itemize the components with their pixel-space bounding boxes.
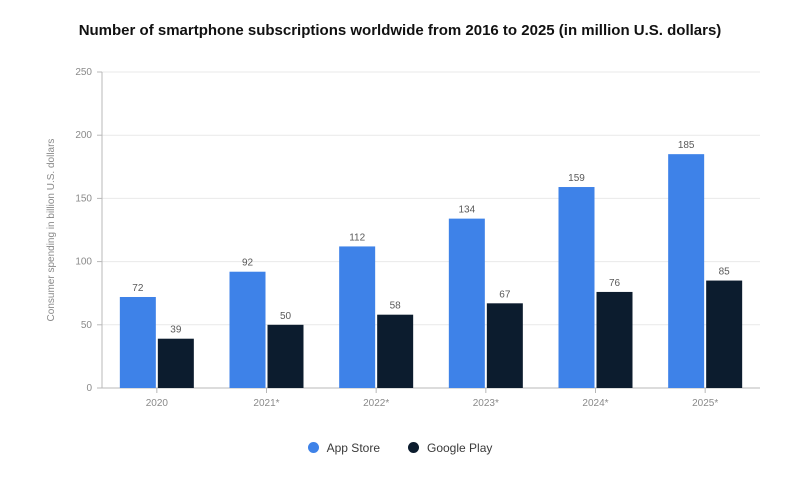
legend-dot-icon (408, 442, 419, 453)
bar-google-play (597, 292, 633, 388)
bar-app-store (339, 246, 375, 388)
y-tick-label: 50 (81, 320, 93, 331)
bar-value-label: 159 (568, 173, 585, 184)
x-tick-label: 2023* (473, 398, 499, 409)
chart-container: Number of smartphone subscriptions world… (0, 0, 800, 501)
chart-title: Number of smartphone subscriptions world… (0, 0, 800, 43)
bar-value-label: 58 (390, 301, 402, 312)
bar-value-label: 85 (719, 267, 731, 278)
bar-value-label: 50 (280, 311, 292, 322)
bar-app-store (449, 219, 485, 388)
y-tick-label: 0 (86, 383, 92, 394)
legend-label: App Store (327, 441, 380, 455)
legend-item-google-play: Google Play (408, 441, 492, 455)
bar-value-label: 112 (349, 232, 365, 243)
bar-value-label: 134 (458, 205, 475, 216)
bar-google-play (158, 339, 194, 388)
y-axis-label: Consumer spending in billion U.S. dollar… (46, 139, 57, 322)
legend-label: Google Play (427, 441, 492, 455)
x-tick-label: 2025* (692, 398, 718, 409)
bar-google-play (268, 325, 304, 388)
y-tick-label: 250 (75, 67, 92, 78)
bar-value-label: 185 (678, 140, 695, 151)
bar-value-label: 67 (499, 289, 511, 300)
chart-svg: 0 50 100 150 200 250 72 39 2020 92 50 2021* 112 58 202… (30, 62, 770, 422)
legend-item-app-store: App Store (308, 441, 380, 455)
bar-google-play (706, 281, 742, 388)
y-tick-label: 200 (75, 130, 92, 141)
y-tick-label: 100 (75, 257, 92, 268)
bar-app-store (668, 154, 704, 388)
bar-value-label: 72 (132, 283, 144, 294)
bar-google-play (487, 303, 523, 388)
x-tick-label: 2022* (363, 398, 389, 409)
x-tick-label: 2021* (253, 398, 279, 409)
bar-app-store (230, 272, 266, 388)
chart-plot-area: 0 50 100 150 200 250 72 39 2020 92 50 2021* 112 58 202… (30, 62, 770, 422)
x-tick-label: 2020 (146, 398, 169, 409)
bar-app-store (559, 187, 595, 388)
bar-app-store (120, 297, 156, 388)
legend-dot-icon (308, 442, 319, 453)
y-tick-label: 150 (75, 193, 92, 204)
bar-value-label: 76 (609, 278, 621, 289)
chart-legend: App Store Google Play (0, 440, 800, 458)
bar-google-play (377, 315, 413, 388)
bar-value-label: 92 (242, 258, 254, 269)
bar-value-label: 39 (170, 325, 182, 336)
x-tick-label: 2024* (582, 398, 608, 409)
